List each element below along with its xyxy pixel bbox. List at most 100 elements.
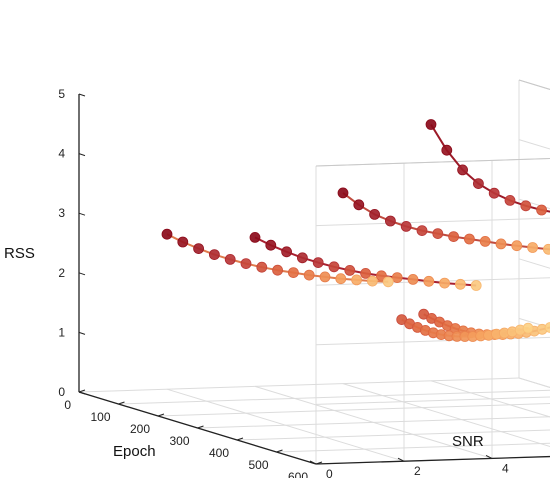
x-tick-mark xyxy=(236,437,244,441)
grid-line xyxy=(157,403,550,417)
x-tick-label: 300 xyxy=(169,434,189,448)
z-axis-title: RSS xyxy=(4,245,35,262)
data-point xyxy=(224,253,236,265)
z-tick-mark xyxy=(78,272,86,276)
grid-line xyxy=(430,380,550,418)
data-point xyxy=(479,235,491,247)
x-axis-title: Epoch xyxy=(113,443,156,460)
chart-axes xyxy=(78,94,550,465)
series-4 xyxy=(161,228,394,288)
data-point xyxy=(439,277,451,289)
data-point xyxy=(161,228,173,240)
grid-line xyxy=(236,429,550,441)
grid-line xyxy=(518,377,550,388)
data-point xyxy=(351,274,363,286)
chart-grid xyxy=(78,79,550,465)
data-point xyxy=(543,243,550,255)
data-point xyxy=(344,264,356,276)
series-line xyxy=(430,123,550,213)
data-point xyxy=(441,144,453,156)
x-tick-label: 600 xyxy=(288,470,308,478)
data-point xyxy=(337,187,349,199)
grid-line xyxy=(276,442,550,453)
data-point xyxy=(391,272,403,284)
grid-line xyxy=(78,377,520,393)
data-point xyxy=(382,276,394,288)
grid-line xyxy=(315,456,550,465)
grid-line xyxy=(315,396,550,405)
data-point xyxy=(457,164,469,176)
data-point xyxy=(240,258,252,270)
x-tick-mark xyxy=(157,413,165,417)
data-point xyxy=(208,249,220,261)
data-point xyxy=(495,238,507,250)
data-point xyxy=(312,257,324,269)
data-point xyxy=(265,239,277,251)
z-tick-label: 5 xyxy=(58,87,65,101)
series-6 xyxy=(396,314,534,342)
data-point xyxy=(520,200,532,212)
data-point xyxy=(470,280,482,291)
series-1 xyxy=(425,119,550,216)
data-point xyxy=(425,119,437,130)
grid-line xyxy=(254,385,493,459)
grid-line xyxy=(315,336,550,346)
y-axis-title: SNR xyxy=(452,433,484,450)
z-tick-label: 0 xyxy=(58,385,65,399)
z-tick-label: 1 xyxy=(58,325,65,339)
y-axis-line xyxy=(315,455,550,465)
y-tick-label: 4 xyxy=(502,461,509,475)
data-point xyxy=(272,264,284,276)
data-point xyxy=(522,322,534,334)
data-point xyxy=(544,322,550,333)
data-point xyxy=(416,225,428,237)
box-edge xyxy=(315,158,550,167)
y-tick-mark xyxy=(485,454,493,459)
data-point xyxy=(423,275,435,287)
x-tick-label: 500 xyxy=(248,458,268,472)
data-point xyxy=(488,187,500,199)
y-tick-label: 0 xyxy=(326,467,333,478)
data-point xyxy=(281,246,293,258)
series-2 xyxy=(337,187,550,255)
z-tick-mark xyxy=(78,93,86,97)
data-point xyxy=(177,236,189,248)
data-point xyxy=(504,194,516,206)
x-tick-mark xyxy=(276,449,283,453)
data-point xyxy=(463,233,475,245)
data-point xyxy=(360,267,372,279)
data-point xyxy=(527,242,538,253)
x-tick-mark xyxy=(118,401,125,405)
z-tick-label: 2 xyxy=(58,266,65,280)
data-point xyxy=(369,208,381,220)
z-tick-mark xyxy=(78,331,86,335)
y-tick-label: 2 xyxy=(414,464,421,478)
grid-line xyxy=(118,389,550,405)
grid-line xyxy=(166,388,405,462)
data-point xyxy=(256,261,268,273)
x-tick-label: 0 xyxy=(64,398,71,412)
data-point xyxy=(328,261,340,273)
data-point xyxy=(296,252,308,264)
data-point xyxy=(335,273,347,285)
x-tick-label: 400 xyxy=(209,446,229,460)
grid-line xyxy=(315,456,550,465)
x-tick-mark xyxy=(315,461,323,465)
grid-line xyxy=(315,158,550,167)
grid-line xyxy=(315,217,550,227)
grid-line xyxy=(342,383,550,448)
x-tick-mark xyxy=(197,425,204,429)
x-tick-label: 200 xyxy=(130,422,150,436)
grid-line xyxy=(518,377,550,388)
z-tick-label: 4 xyxy=(58,147,65,161)
data-point xyxy=(511,240,523,252)
data-point xyxy=(448,231,460,243)
z-tick-mark xyxy=(78,153,86,157)
data-point xyxy=(353,199,365,211)
data-point xyxy=(400,220,412,232)
z-tick-mark xyxy=(78,391,86,395)
chart-series xyxy=(161,119,550,342)
data-point xyxy=(472,178,484,190)
